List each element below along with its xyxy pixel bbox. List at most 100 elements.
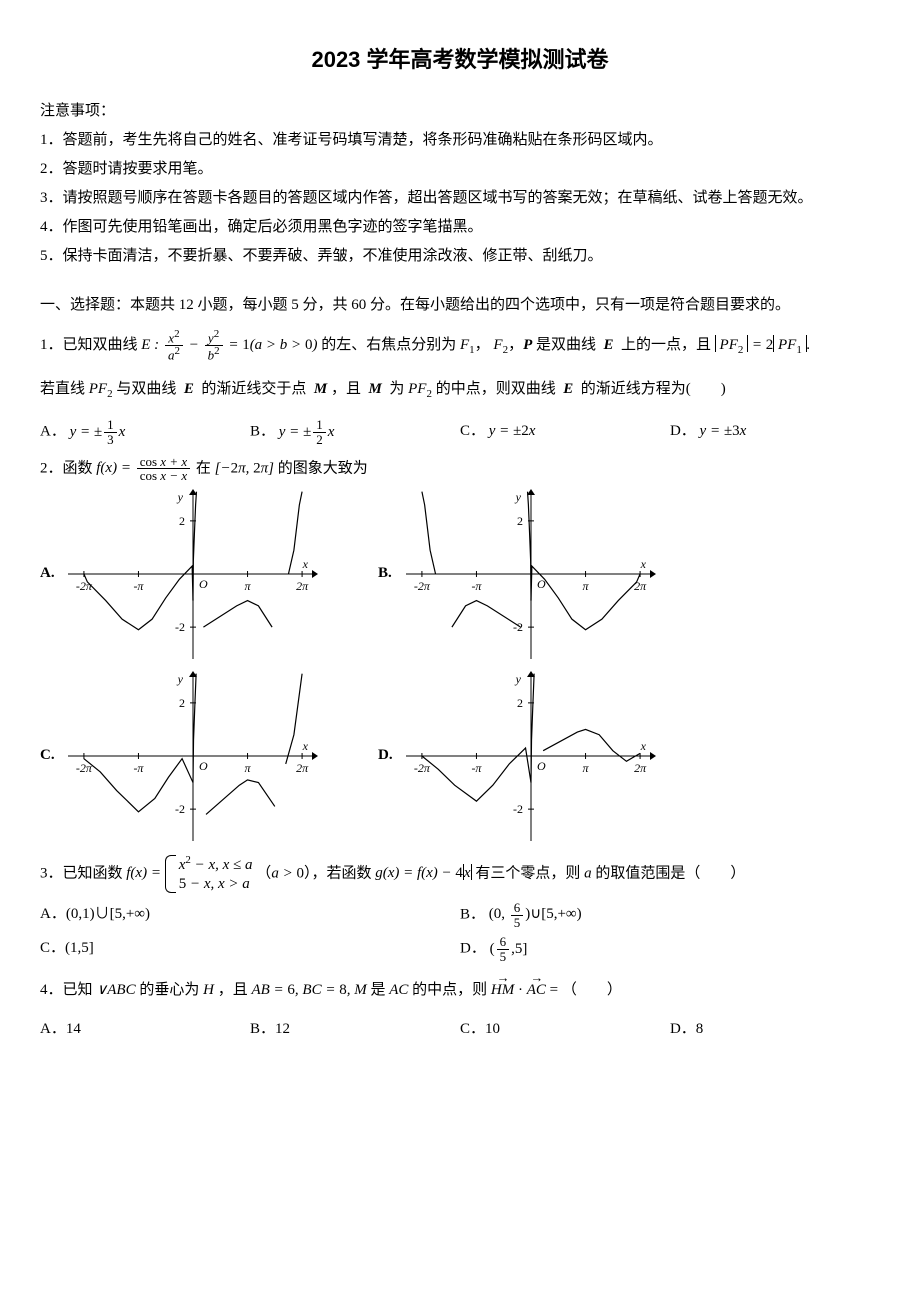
question-1: 1．已知双曲线 E : x2a2 − y2b2 = 1(a > b > 0) 的… <box>40 329 880 447</box>
q3-text: （ <box>256 865 271 881</box>
option-c[interactable]: C．(1,5] <box>40 935 443 963</box>
q4-text: （ ） <box>562 982 622 998</box>
exam-title: 2023 学年高考数学模拟测试卷 <box>40 40 880 80</box>
option-c[interactable]: C．10 <box>460 1016 662 1043</box>
svg-text:2π: 2π <box>296 761 309 775</box>
q1-text: 为 <box>389 381 404 397</box>
option-b[interactable]: B． y = ±12x <box>250 418 452 446</box>
chart-a: -2π -π π 2π O 2 -2 x y <box>68 489 318 659</box>
q2-eqn: f(x) = cos x + xcos x − x <box>96 460 196 476</box>
q2-text: 的图象大致为 <box>278 460 368 476</box>
notice-item: 5．保持卡面清洁，不要折暴、不要弄破、弄皱，不准使用涂改液、修正带、刮纸刀。 <box>40 243 880 270</box>
q4-text: ，且 <box>218 982 248 998</box>
option-a[interactable]: A. <box>40 560 60 587</box>
question-2: 2．函数 f(x) = cos x + xcos x − x 在 [−2π, 2… <box>40 455 880 841</box>
q1-symbol: F2 <box>493 337 508 353</box>
svg-text:-2: -2 <box>175 620 185 634</box>
svg-text:-π: -π <box>133 761 144 775</box>
question-3: 3．已知函数 f(x) = x2 − x, x ≤ a 5 − x, x > a… <box>40 853 880 970</box>
q1-text: 1．已知双曲线 <box>40 337 138 353</box>
q3-text: ），若函数 <box>304 865 372 881</box>
q1-text: ，且 <box>331 381 361 397</box>
svg-text:π: π <box>245 579 252 593</box>
q4-text: 是 <box>370 982 385 998</box>
q2-text: 2．函数 <box>40 460 93 476</box>
chart-d: -2π -π π 2π O 2 -2 x y <box>406 671 656 841</box>
q3-text: 3．已知函数 <box>40 865 123 881</box>
option-c[interactable]: C． y = ±2x <box>460 418 662 446</box>
svg-text:O: O <box>199 577 208 591</box>
svg-text:-2π: -2π <box>76 761 93 775</box>
svg-text:-π: -π <box>471 761 482 775</box>
option-b[interactable]: B. <box>378 560 398 587</box>
svg-text:2: 2 <box>179 696 185 710</box>
svg-text:y: y <box>177 490 184 504</box>
q1-eqn: PF2 = 2 PF1 . <box>715 337 811 353</box>
svg-text:2: 2 <box>179 514 185 528</box>
svg-text:x: x <box>640 739 647 753</box>
option-b[interactable]: B． (0, 65)∪[5,+∞) <box>460 901 863 929</box>
option-d[interactable]: D． y = ±3x <box>670 418 872 446</box>
q1-text: 上的一点，且 <box>621 337 711 353</box>
svg-text:O: O <box>199 759 208 773</box>
q1-text: 的渐近线交于点 <box>201 381 306 397</box>
q3-eqn: f(x) = x2 − x, x ≤ a 5 − x, x > a <box>126 865 256 881</box>
question-4: 4．已知 ∨ABC 的垂心为 H ，且 AB = 6, BC = 8, M 是 … <box>40 977 880 1043</box>
option-d[interactable]: D． (65,5] <box>460 935 863 963</box>
svg-text:2: 2 <box>517 696 523 710</box>
chart-b: -2π-ππ2πO2-2xy <box>406 489 656 659</box>
option-a[interactable]: A． y = ±13x <box>40 418 242 446</box>
q1-text: 的左、右焦点分别为 <box>321 337 456 353</box>
q1-text: 与双曲线 <box>116 381 176 397</box>
notice-item: 4．作图可先使用铅笔画出，确定后必须用黑色字迹的签字笔描黑。 <box>40 214 880 241</box>
svg-text:2π: 2π <box>634 761 647 775</box>
svg-text:π: π <box>583 761 590 775</box>
svg-text:O: O <box>537 759 546 773</box>
q4-text: 的中点，则 <box>412 982 487 998</box>
q4-text: 的垂心为 <box>139 982 199 998</box>
q1-text: 的中点，则双曲线 <box>436 381 556 397</box>
q2-text: 在 <box>196 460 211 476</box>
q1-text: 的渐近线方程为( ) <box>581 381 726 397</box>
option-c[interactable]: C. <box>40 742 60 769</box>
q4-options: A．14 B．12 C．10 D．8 <box>40 1016 880 1043</box>
option-d[interactable]: D．8 <box>670 1016 872 1043</box>
svg-text:-2π: -2π <box>414 761 431 775</box>
q1-options: A． y = ±13x B． y = ±12x C． y = ±2x D． y … <box>40 418 880 446</box>
option-b[interactable]: B．12 <box>250 1016 452 1043</box>
svg-text:2π: 2π <box>634 579 647 593</box>
notice-heading: 注意事项： <box>40 98 880 125</box>
q3-options: A．(0,1)∪[5,+∞) B． (0, 65)∪[5,+∞) C．(1,5]… <box>40 901 880 970</box>
svg-text:-2: -2 <box>513 620 523 634</box>
svg-text:2: 2 <box>517 514 523 528</box>
svg-text:-2π: -2π <box>76 579 93 593</box>
option-a[interactable]: A．14 <box>40 1016 242 1043</box>
chart-c: -2π -π π 2π O 2 -2 x y <box>68 671 318 841</box>
option-a[interactable]: A．(0,1)∪[5,+∞) <box>40 901 443 929</box>
q1-symbol: F1 <box>460 337 475 353</box>
svg-text:π: π <box>583 579 590 593</box>
svg-text:y: y <box>177 672 184 686</box>
q3-text: 的取值范围是（ ） <box>595 865 745 881</box>
svg-text:x: x <box>640 557 647 571</box>
svg-text:-2: -2 <box>513 802 523 816</box>
svg-text:x: x <box>302 557 309 571</box>
q4-text: 4．已知 <box>40 982 93 998</box>
q3-text: 有三个零点，则 <box>475 865 580 881</box>
q1-eqn: E : x2a2 − y2b2 = 1(a > b > 0) <box>141 337 321 353</box>
notice-item: 2．答题时请按要求用笔。 <box>40 156 880 183</box>
svg-text:π: π <box>245 761 252 775</box>
svg-text:y: y <box>515 490 522 504</box>
notice-item: 3．请按照题号顺序在答题卡各题目的答题区域内作答，超出答题区域书写的答案无效；在… <box>40 185 880 212</box>
q1-text: 若直线 <box>40 381 85 397</box>
section-1-heading: 一、选择题：本题共 12 小题，每小题 5 分，共 60 分。在每小题给出的四个… <box>40 292 880 319</box>
svg-text:y: y <box>515 672 522 686</box>
svg-text:x: x <box>302 739 309 753</box>
svg-text:-2: -2 <box>175 802 185 816</box>
notice-item: 1．答题前，考生先将自己的姓名、准考证号码填写清楚，将条形码准确粘贴在条形码区域… <box>40 127 880 154</box>
svg-text:2π: 2π <box>296 579 309 593</box>
svg-text:-2π: -2π <box>414 579 431 593</box>
svg-text:-π: -π <box>471 579 482 593</box>
option-d[interactable]: D. <box>378 742 398 769</box>
svg-text:-π: -π <box>133 579 144 593</box>
